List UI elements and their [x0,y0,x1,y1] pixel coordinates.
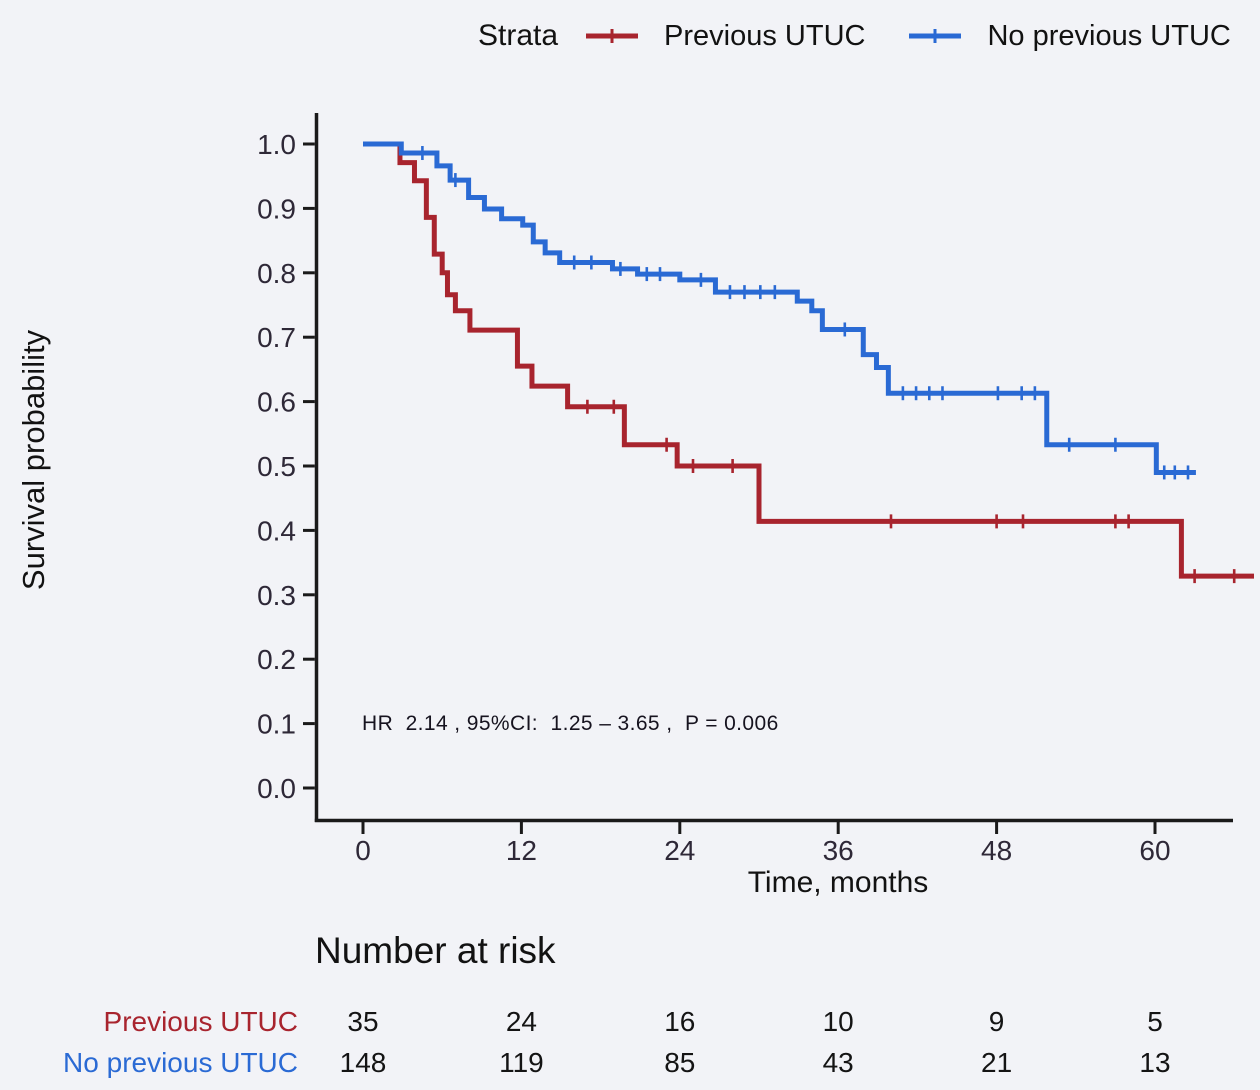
risk-count: 24 [505,1006,537,1037]
y-tick-label: 0.6 [257,387,296,418]
risk-count: 148 [339,1047,387,1078]
hr-annotation: HR 2.14 , 95%CI: 1.25 – 3.65 , P = 0.006 [362,712,779,735]
x-tick-label: 24 [664,835,695,866]
survival-curve-no-previous-utuc [363,141,1196,475]
risk-count: 13 [1139,1047,1171,1078]
risk-count: 43 [822,1047,854,1078]
survival-curve-previous-utuc [363,141,1254,579]
x-tick-label: 0 [355,835,371,866]
y-tick-label: 0.9 [257,193,296,224]
risk-count: 10 [822,1006,854,1037]
red-line-marker-icon [586,29,639,43]
legend-entry-no-previous-utuc: No previous UTUC [907,19,1231,53]
risk-count: 5 [1147,1006,1163,1037]
risk-row-label-no-previous-utuc: No previous UTUC [63,1047,298,1078]
y-axis-title: Survival probability [16,329,51,591]
x-axis-title: Time, months [747,866,929,899]
risk-count: 16 [664,1006,696,1037]
x-tick-label: 60 [1139,835,1170,866]
y-tick-label: 0.1 [257,709,296,740]
legend-entry-previous-utuc: Previous UTUC [584,20,865,53]
legend-title: Strata [478,19,559,52]
risk-count: 85 [664,1047,696,1078]
legend: Strata Previous UTUC No previous UTUC [478,14,1231,58]
y-tick-label: 0.7 [257,322,296,353]
y-tick-label: 0.3 [257,580,296,611]
y-tick-label: 0.5 [257,451,296,482]
legend-label-previous-utuc: Previous UTUC [664,19,866,52]
blue-line-marker-icon [909,29,962,43]
y-tick-label: 0.4 [257,515,296,546]
risk-row-previous-utuc: Previous UTUC 35 24 16 10 9 5 [0,1006,1260,1042]
risk-row-label-previous-utuc: Previous UTUC [103,1006,298,1037]
y-tick-label: 0.2 [257,644,296,675]
x-tick-label: 36 [823,835,854,866]
risk-count: 9 [988,1006,1005,1037]
y-tick-label: 0.0 [257,773,296,804]
risk-count: 119 [499,1047,544,1078]
risk-count: 35 [347,1006,379,1037]
x-tick-label: 48 [981,835,1012,866]
risk-row-no-previous-utuc: No previous UTUC 148 119 85 43 21 13 [0,1047,1260,1083]
y-tick-label: 0.8 [257,258,296,289]
legend-label-no-previous-utuc: No previous UTUC [987,19,1231,52]
risk-count: 21 [981,1047,1013,1078]
risk-table-title: Number at risk [315,930,556,971]
x-tick-label: 12 [506,835,537,866]
y-tick-label: 1.0 [257,129,296,160]
